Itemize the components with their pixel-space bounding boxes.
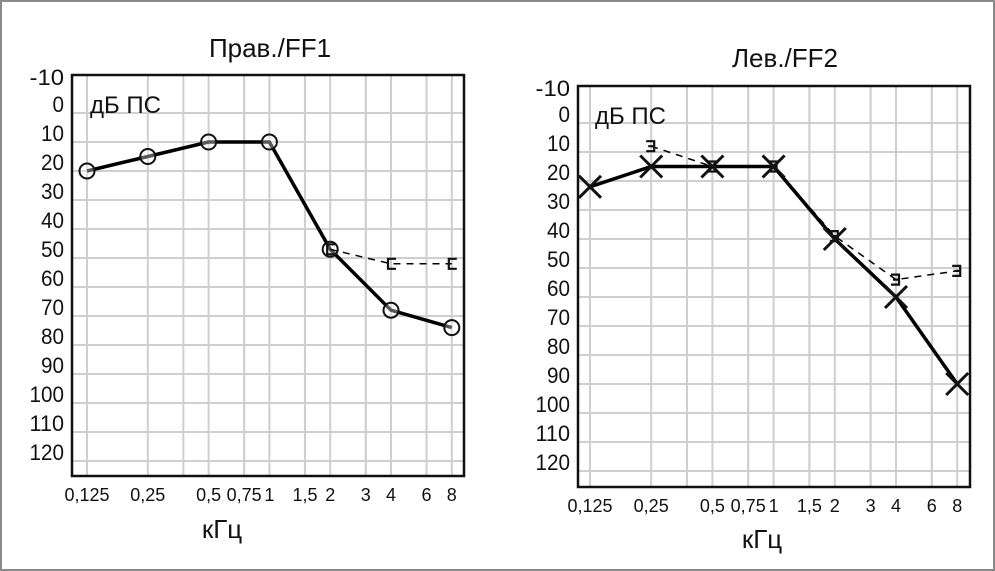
data-point-circle — [78, 162, 96, 180]
data-point-circle — [200, 133, 218, 151]
y-axis-label: дБ ПС — [595, 103, 666, 130]
data-point-circle — [139, 148, 157, 165]
y-tick-label: 100 — [536, 392, 571, 417]
data-point-bone-bracket — [646, 140, 656, 153]
chart-title: Прав./FF1 — [209, 33, 331, 63]
data-point-bone-bracket — [829, 230, 839, 243]
data-point-cross — [822, 226, 847, 252]
x-tick-label: 0,125 — [567, 496, 612, 516]
series-line-bone-conduction — [650, 145, 958, 281]
x-tick-label: 8 — [952, 496, 962, 516]
data-point-cross — [945, 371, 970, 397]
x-tick-label: 3 — [361, 485, 371, 505]
y-tick-label: 110 — [536, 421, 571, 446]
x-tick-label: 1,5 — [797, 496, 822, 516]
data-point-circle — [260, 133, 278, 151]
x-tick-label: 0,125 — [64, 485, 109, 505]
y-tick-label: -10 — [536, 76, 571, 101]
data-point-bone-bracket — [891, 273, 901, 286]
y-tick-label: 120 — [536, 450, 571, 475]
y-tick-label: 40 — [41, 208, 64, 233]
x-axis-label: кГц — [202, 514, 242, 544]
data-point-bone-bracket — [707, 160, 717, 173]
data-point-cross — [577, 174, 603, 199]
y-tick-label: 80 — [41, 324, 64, 349]
y-tick-label: -10 — [30, 65, 65, 90]
x-tick-label: 0,5 — [700, 496, 725, 516]
x-axis-label: кГц — [742, 524, 782, 554]
x-tick-label: 0,25 — [634, 496, 669, 516]
y-tick-label: 50 — [41, 237, 64, 262]
data-point-cross — [883, 284, 909, 310]
x-tick-label: 0,25 — [130, 485, 165, 505]
x-tick-label: 4 — [386, 485, 396, 505]
chart-1: Прав./FF1-100102030405060708090100110120… — [30, 33, 466, 544]
y-tick-label: 60 — [547, 276, 570, 301]
data-point-bone-bracket — [326, 243, 336, 256]
y-tick-label: 120 — [30, 440, 65, 465]
plot-area-border — [576, 84, 972, 489]
y-axis-label: дБ ПС — [90, 92, 161, 119]
y-tick-label: 10 — [547, 131, 570, 156]
y-tick-label: 0 — [53, 92, 65, 117]
y-tick-label: 70 — [41, 295, 64, 320]
x-tick-label: 0,75 — [227, 485, 262, 505]
x-tick-label: 6 — [927, 496, 937, 516]
x-tick-label: 0,5 — [196, 485, 221, 505]
y-tick-label: 100 — [30, 382, 65, 407]
plot-area-border — [70, 73, 466, 478]
chart-title: Лев./FF2 — [732, 43, 838, 73]
y-tick-label: 90 — [547, 363, 570, 388]
data-point-bone-bracket — [447, 257, 457, 270]
y-tick-label: 30 — [41, 179, 64, 204]
chart-2: Лев./FF2 -100 10 20 30 40 50 60 70 80 90 100 110 120 0… — [536, 43, 972, 554]
y-tick-label: 60 — [41, 266, 64, 291]
x-tick-label: 6 — [422, 485, 432, 505]
data-point-bone-bracket — [386, 257, 396, 270]
data-point-bone-bracket — [952, 264, 962, 277]
data-point-circle — [443, 319, 461, 337]
x-tick-label: 1 — [769, 496, 779, 516]
y-tick-label: 50 — [547, 247, 570, 272]
y-tick-label: 20 — [547, 160, 570, 185]
x-tick-label: 2 — [325, 485, 335, 505]
data-point-circle — [382, 301, 400, 319]
y-tick-label: 0 — [559, 102, 571, 127]
y-tick-label: 110 — [30, 411, 65, 436]
series-line-air-conduction — [86, 140, 453, 330]
x-tick-label: 1 — [264, 485, 274, 505]
y-tick-label: 90 — [41, 353, 64, 378]
y-tick-label: 20 — [41, 150, 64, 175]
x-tick-label: 8 — [447, 485, 457, 505]
y-tick-label: 30 — [547, 189, 570, 214]
x-tick-label: 3 — [866, 496, 876, 516]
y-tick-label: 10 — [41, 121, 64, 146]
data-point-cross — [639, 154, 664, 179]
y-tick-label: 70 — [547, 305, 570, 330]
x-tick-label: 0,75 — [731, 496, 766, 516]
data-point-bone-bracket — [768, 160, 778, 173]
y-tick-label: 40 — [547, 218, 570, 243]
x-tick-label: 1,5 — [292, 485, 317, 505]
y-tick-label: 80 — [547, 334, 570, 359]
x-tick-label: 2 — [830, 496, 840, 516]
x-tick-label: 4 — [891, 496, 901, 516]
